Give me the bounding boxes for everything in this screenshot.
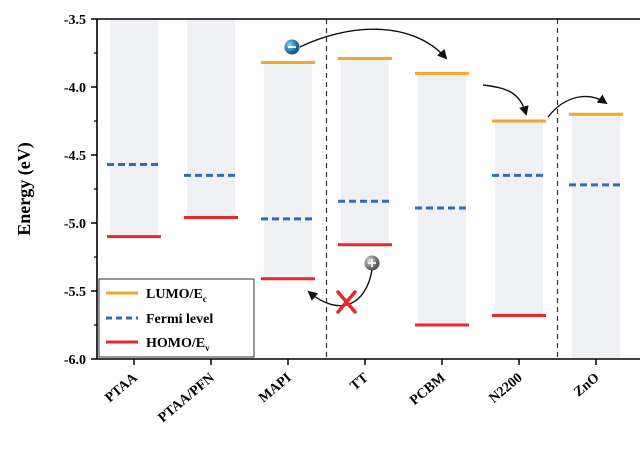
svg-text:LUMO/Ec: LUMO/Ec [146,287,207,304]
band-zno [572,114,620,359]
x-label-n2200: N2200 [487,371,526,407]
band-mapi [264,62,312,279]
hole-icon [364,255,380,271]
band-n2200 [495,121,543,316]
y-axis-title: Energy (eV) [14,142,35,235]
band-tt [341,58,389,245]
legend-label-lumo: LUMO/E [146,287,203,302]
x-label-mapi: MAPI [256,371,294,406]
blocked-hole-transfer-arrow [307,269,373,307]
band-ptaa [110,19,158,237]
x-label-ptaa: PTAA [103,370,142,406]
legend-sub-lumo: c [203,294,207,304]
electron-icon [284,39,300,55]
legend-item-fermi: Fermi level [106,312,213,327]
y-tick-label: -5.5 [64,285,86,300]
x-label-zno: ZnO [571,371,602,401]
svg-text:HOMO/Ev: HOMO/Ev [146,336,210,353]
legend-item-homo: HOMO/Ev [106,336,210,353]
blocked-cross-icon [336,290,357,314]
legend: LUMO/Ec Fermi level HOMO/Ev [98,278,255,358]
electron-transfer-arrow-1 [299,28,448,60]
legend-item-lumo: LUMO/Ec [106,287,207,304]
x-label-pcbm: PCBM [407,371,448,409]
band-ptaa-pfn [187,19,235,218]
legend-label-homo: HOMO/E [146,336,205,351]
y-tick-label: -5.0 [64,217,86,232]
x-label-ptaa-pfn: PTAA/PFN [156,371,218,426]
x-label-tt: TT [348,370,372,394]
electron-transfer-arrow-3 [547,94,608,118]
y-tick-label: -3.5 [64,13,86,28]
band-regions [110,19,620,359]
legend-label-fermi: Fermi level [146,312,213,327]
y-tick-label: -4.5 [64,149,86,164]
electron-transfer-arrow-2 [482,84,529,116]
y-tick-label: -4.0 [64,81,86,96]
charge-transfer-annotations [284,28,608,314]
x-axis-ticks: PTAA PTAA/PFN MAPI TT PCBM N2200 ZnO [103,359,603,426]
energy-levels [107,56,623,327]
band-pcbm [418,73,466,326]
y-axis-ticks: -3.5 -4.0 -4.5 -5.0 -5.5 -6.0 [64,13,97,368]
legend-sub-homo: v [205,343,210,353]
svg-text:Fermi level: Fermi level [146,312,213,327]
y-tick-label: -6.0 [64,353,86,368]
